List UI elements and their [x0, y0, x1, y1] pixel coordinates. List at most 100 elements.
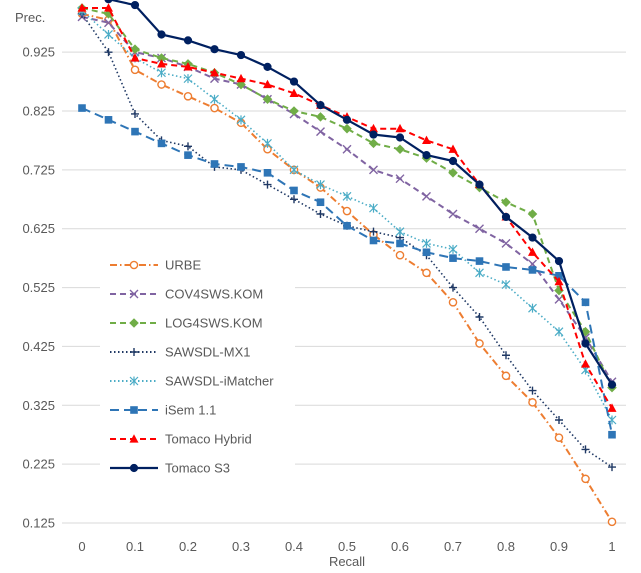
data-point-marker — [236, 115, 246, 125]
data-point-marker — [554, 433, 564, 442]
data-point-marker — [369, 227, 378, 236]
data-point-marker — [448, 297, 458, 307]
data-point-marker — [104, 3, 113, 12]
data-point-marker — [502, 263, 510, 271]
data-point-marker — [156, 53, 167, 63]
y-tick-label: 0.225 — [22, 457, 55, 472]
data-point-marker — [501, 371, 511, 381]
x-tick-label: 0.5 — [338, 539, 356, 554]
x-tick-label: 0.1 — [126, 539, 144, 554]
data-point-marker — [581, 474, 590, 484]
data-point-marker — [475, 339, 484, 348]
x-tick-label: 0.9 — [550, 539, 568, 554]
data-point-marker — [157, 68, 166, 78]
data-point-marker — [502, 351, 510, 360]
legend-item: Tomaco Hybrid — [110, 432, 252, 447]
data-point-marker — [395, 250, 405, 260]
data-point-marker — [422, 238, 431, 248]
data-point-marker — [183, 91, 193, 101]
data-point-marker — [290, 195, 298, 204]
data-point-marker — [448, 144, 458, 153]
legend-label: iSem 1.1 — [165, 403, 216, 418]
data-point-marker — [555, 416, 563, 424]
legend-item: COV4SWS.KOM — [110, 287, 263, 302]
data-point-marker — [157, 80, 166, 89]
data-point-marker — [210, 160, 219, 168]
data-point-marker — [581, 339, 590, 348]
data-point-marker — [580, 326, 591, 337]
data-point-marker — [368, 138, 379, 149]
data-point-marker — [395, 144, 405, 155]
data-point-marker — [263, 169, 272, 177]
data-point-marker — [449, 283, 457, 292]
x-tick-label: 0.2 — [179, 539, 197, 554]
data-point-marker — [263, 62, 272, 71]
legend-background — [100, 248, 295, 484]
legend-item: Tomaco S3 — [110, 461, 230, 476]
legend-item: iSem 1.1 — [110, 403, 216, 418]
data-point-marker — [289, 88, 299, 97]
series-line — [81, 10, 613, 421]
data-point-marker — [448, 209, 458, 219]
data-point-marker — [369, 130, 378, 139]
data-point-marker — [130, 44, 140, 54]
data-point-marker — [129, 260, 139, 270]
legend-label: LOG4SWS.KOM — [165, 316, 263, 331]
x-tick-label: 0 — [78, 539, 85, 554]
data-point-marker — [395, 123, 405, 133]
data-point-marker — [369, 123, 378, 133]
data-point-marker — [554, 327, 564, 337]
data-point-marker — [343, 221, 351, 230]
data-point-marker — [129, 434, 139, 443]
legend-item: LOG4SWS.KOM — [110, 316, 263, 331]
y-axis-label: Prec. — [15, 10, 45, 25]
y-tick-labels: 0.125 0.225 0.325 0.425 0.525 0.625 0.725 0.825… — [22, 45, 55, 531]
data-point-marker — [316, 180, 325, 190]
data-point-marker — [475, 180, 484, 189]
data-point-marker — [129, 376, 139, 386]
data-point-marker — [528, 386, 537, 395]
x-tick-label: 1 — [608, 539, 615, 554]
data-point-marker — [475, 257, 484, 265]
data-point-marker — [369, 165, 378, 175]
data-point-marker — [315, 112, 326, 122]
data-point-marker — [289, 106, 299, 116]
series-line — [81, 7, 613, 389]
data-point-marker — [183, 36, 193, 45]
series-group — [104, 0, 617, 389]
data-point-marker — [342, 191, 352, 201]
data-point-marker — [157, 59, 166, 68]
legend-label: URBE — [165, 258, 201, 273]
data-point-marker — [262, 94, 273, 105]
data-point-marker — [289, 77, 299, 86]
legend-label: SAWSDL-MX1 — [165, 345, 250, 360]
data-point-marker — [210, 45, 219, 54]
legend-item: SAWSDL-iMatcher — [110, 374, 274, 389]
data-point-marker — [528, 233, 537, 242]
data-point-marker — [316, 210, 325, 218]
data-point-marker — [501, 197, 511, 208]
y-tick-label: 0.825 — [22, 104, 55, 119]
data-point-marker — [104, 0, 113, 4]
data-point-marker — [342, 144, 352, 154]
data-point-marker — [475, 224, 484, 234]
data-point-marker — [369, 203, 378, 213]
data-point-marker — [475, 268, 484, 278]
data-point-marker — [342, 115, 352, 124]
data-point-marker — [527, 209, 538, 219]
data-point-marker — [422, 248, 431, 257]
data-point-marker — [395, 174, 405, 184]
legend: URBE COV4SWS.KOM LOG4SWS.KOM SAWSDL-MX1 SAWS… — [100, 248, 295, 484]
data-point-marker — [449, 254, 457, 262]
series-group — [77, 6, 617, 425]
data-point-marker — [184, 142, 192, 151]
data-point-marker — [342, 206, 352, 216]
x-axis-label: Recall — [329, 554, 365, 569]
data-point-marker — [129, 289, 139, 299]
y-tick-label: 0.725 — [22, 162, 55, 177]
data-point-marker — [77, 3, 87, 12]
data-point-marker — [422, 268, 431, 278]
data-point-marker — [263, 138, 272, 148]
data-point-marker — [316, 198, 325, 207]
data-point-marker — [554, 294, 564, 304]
